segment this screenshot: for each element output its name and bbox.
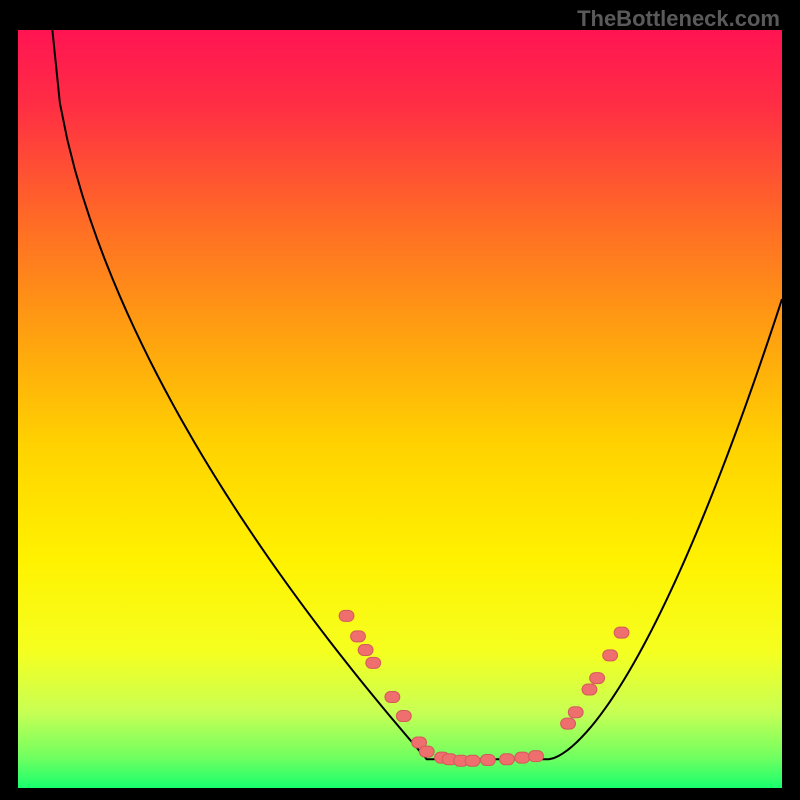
plot-area xyxy=(18,30,782,788)
data-marker xyxy=(396,710,411,721)
data-marker xyxy=(515,752,530,763)
data-marker xyxy=(582,684,597,695)
data-marker xyxy=(358,645,373,656)
gradient-background xyxy=(18,30,782,788)
data-marker xyxy=(339,610,354,621)
chart-container: TheBottleneck.com xyxy=(0,0,800,800)
data-marker xyxy=(561,718,576,729)
data-marker xyxy=(529,751,544,762)
data-marker xyxy=(614,627,629,638)
data-marker xyxy=(419,746,434,757)
data-marker xyxy=(603,650,618,661)
data-marker xyxy=(385,692,400,703)
data-marker xyxy=(465,755,480,766)
data-marker xyxy=(351,631,366,642)
data-marker xyxy=(568,707,583,718)
data-marker xyxy=(590,673,605,684)
data-marker xyxy=(500,754,515,765)
watermark-text: TheBottleneck.com xyxy=(577,6,780,32)
data-marker xyxy=(366,657,381,668)
data-marker xyxy=(480,754,495,765)
chart-svg xyxy=(18,30,782,788)
